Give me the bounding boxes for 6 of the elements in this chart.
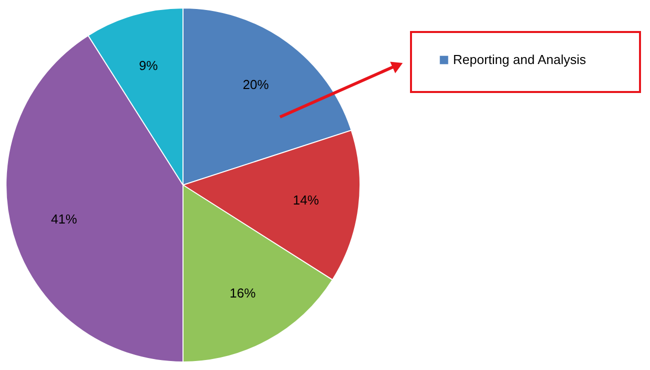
data-label: 20% bbox=[242, 76, 270, 92]
legend-label: Reporting and Analysis bbox=[453, 52, 586, 67]
data-label: 14% bbox=[292, 192, 320, 208]
data-label: 9% bbox=[139, 58, 158, 74]
data-label: 41% bbox=[51, 212, 78, 227]
data-label: 16% bbox=[230, 286, 256, 301]
